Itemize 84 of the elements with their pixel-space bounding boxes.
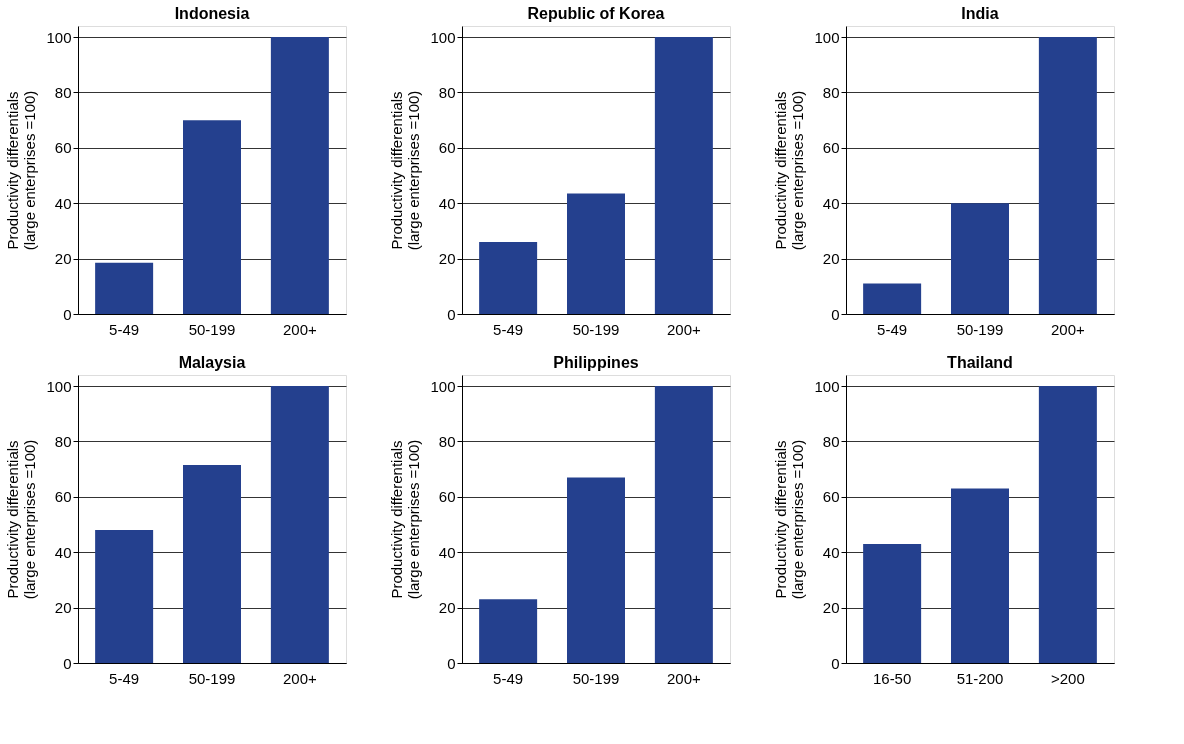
y-tick-label: 20 — [438, 250, 456, 268]
x-tick-label: 50-199 — [188, 320, 236, 338]
y-tick-label: 80 — [54, 83, 72, 101]
y-tick-label: 60 — [54, 488, 72, 506]
bar — [863, 543, 922, 663]
x-tick-label: 200+ — [282, 669, 317, 687]
x-tick-label: 5-49 — [877, 320, 908, 338]
y-tick-label: 60 — [438, 488, 456, 506]
bar — [95, 530, 154, 663]
y-axis-title: Productivity differentials (large enterprises =100) — [4, 90, 39, 251]
x-tick-label: 50-199 — [572, 320, 620, 338]
chart-title: India — [961, 5, 999, 22]
y-tick-label: 100 — [46, 377, 72, 395]
bar — [270, 386, 329, 663]
y-tick-label: 0 — [63, 305, 72, 323]
x-tick-label: 51-200 — [956, 669, 1004, 687]
x-tick-label: >200 — [1050, 669, 1085, 687]
chart-title: Thailand — [947, 354, 1013, 371]
y-tick-label: 80 — [438, 432, 456, 450]
y-axis-title: Productivity differentials (large enterprises =100) — [4, 439, 39, 600]
bar — [479, 242, 538, 314]
y-tick-label: 0 — [447, 654, 456, 672]
x-tick-label: 5-49 — [493, 669, 524, 687]
y-tick-label: 0 — [831, 654, 840, 672]
y-tick-label: 20 — [822, 599, 840, 617]
bar — [479, 599, 538, 663]
y-tick-label: 60 — [822, 139, 840, 157]
y-axis-title: Productivity differentials (large enterprises =100) — [772, 90, 807, 251]
bar — [95, 262, 154, 314]
bar — [183, 120, 241, 314]
chart-title: Philippines — [553, 354, 639, 371]
bar — [951, 203, 1009, 314]
y-tick-label: 0 — [63, 654, 72, 672]
y-tick-label: 40 — [822, 543, 840, 561]
x-tick-label: 50-199 — [956, 320, 1004, 338]
y-tick-label: 0 — [447, 305, 456, 323]
y-tick-label: 80 — [438, 83, 456, 101]
y-tick-label: 20 — [54, 599, 72, 617]
chart-title: Malaysia — [178, 354, 246, 371]
y-tick-label: 20 — [822, 250, 840, 268]
y-tick-label: 80 — [54, 432, 72, 450]
x-tick-label: 50-199 — [188, 669, 236, 687]
y-tick-label: 40 — [54, 194, 72, 212]
y-tick-label: 60 — [438, 139, 456, 157]
y-tick-label: 20 — [54, 250, 72, 268]
y-tick-label: 80 — [822, 83, 840, 101]
y-axis-title: Productivity differentials (large enterprises =100) — [388, 90, 423, 251]
y-axis-title: Productivity differentials (large enterprises =100) — [388, 439, 423, 600]
x-tick-label: 200+ — [282, 320, 317, 338]
y-tick-label: 60 — [822, 488, 840, 506]
bar — [270, 37, 329, 314]
y-tick-label: 60 — [54, 139, 72, 157]
y-tick-label: 100 — [814, 377, 840, 395]
y-tick-label: 40 — [438, 194, 456, 212]
y-tick-label: 20 — [438, 599, 456, 617]
bar — [863, 283, 922, 314]
bar — [567, 193, 625, 314]
bar — [654, 37, 713, 314]
y-tick-label: 40 — [54, 543, 72, 561]
y-tick-label: 40 — [438, 543, 456, 561]
chart-title: Indonesia — [174, 5, 250, 22]
bar — [567, 477, 625, 663]
y-tick-label: 40 — [822, 194, 840, 212]
x-tick-label: 200+ — [666, 669, 701, 687]
bar — [1038, 37, 1097, 314]
y-tick-label: 100 — [814, 28, 840, 46]
x-tick-label: 200+ — [1050, 320, 1085, 338]
y-tick-label: 100 — [46, 28, 72, 46]
bar — [951, 488, 1009, 663]
bar — [183, 465, 241, 663]
x-tick-label: 5-49 — [109, 669, 140, 687]
x-tick-label: 50-199 — [572, 669, 620, 687]
x-tick-label: 16-50 — [872, 669, 912, 687]
y-axis-title: Productivity differentials (large enterprises =100) — [772, 439, 807, 600]
bar — [654, 386, 713, 663]
x-tick-label: 5-49 — [493, 320, 524, 338]
y-tick-label: 80 — [822, 432, 840, 450]
x-tick-label: 5-49 — [109, 320, 140, 338]
chart-title: Republic of Korea — [527, 5, 665, 22]
y-tick-label: 100 — [430, 28, 456, 46]
x-tick-label: 200+ — [666, 320, 701, 338]
bar — [1038, 386, 1097, 663]
y-tick-label: 0 — [831, 305, 840, 323]
y-tick-label: 100 — [430, 377, 456, 395]
